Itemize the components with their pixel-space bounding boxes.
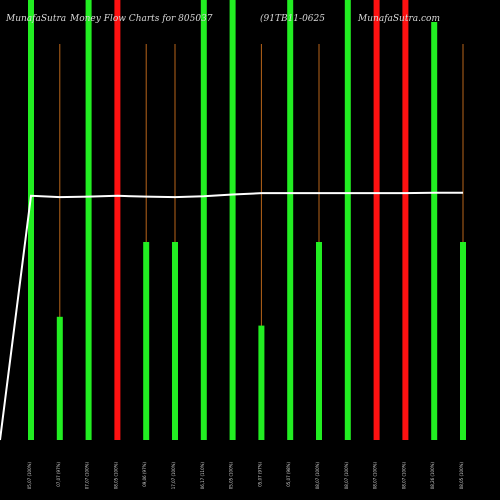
- line-layer: [0, 191, 463, 441]
- wick-layer: [30, 44, 464, 440]
- bar-4: [114, 0, 121, 440]
- bar-14: [402, 0, 409, 440]
- x-tick-label: 05,07 (100%): [27, 462, 32, 490]
- x-tick-label: 08,07 (100%): [344, 462, 349, 490]
- bar-3: [85, 0, 92, 440]
- x-tick-label: 05,07 (97%): [257, 462, 262, 487]
- bar-5: [143, 242, 150, 440]
- symbol-label: (91TB11-0625: [260, 14, 325, 24]
- x-tick-label: 09,06 (97%): [142, 462, 147, 487]
- bar-15: [431, 22, 438, 440]
- bar-8: [229, 0, 236, 440]
- x-tick-label: 08,07 (100%): [315, 462, 320, 490]
- x-tick-label: 08,07 (100%): [401, 462, 406, 490]
- bar-13: [373, 0, 380, 440]
- bar-12: [344, 0, 351, 440]
- x-tick-label: 07,07 (100%): [85, 462, 90, 490]
- x-tick-labels: 05,07 (100%) 07,07 (97%) 07,07 (100%) 08,05…: [27, 462, 464, 490]
- bar-9: [258, 325, 265, 440]
- x-tick-label: 17,07 (100%): [171, 462, 176, 490]
- brand-label: MunafaSutra: [6, 14, 67, 24]
- bar-16: [460, 242, 466, 440]
- x-tick-label: 07,07 (97%): [56, 462, 61, 487]
- bar-2: [56, 316, 63, 440]
- site-label: MunafaSutra.com: [358, 14, 440, 24]
- bar-1: [28, 0, 34, 440]
- x-tick-label: 05,07 (98%): [286, 462, 291, 487]
- x-tick-label: 08,05 (100%): [459, 462, 464, 490]
- bar-6: [172, 242, 178, 440]
- money-flow-line: [0, 191, 463, 441]
- chart-title: Money Flow Charts for 805037: [70, 14, 213, 24]
- x-tick-label: 06,17 (110%): [200, 462, 205, 490]
- bar-7: [200, 0, 207, 440]
- bar-layer: [28, 0, 466, 440]
- x-tick-label: 08,26 (100%): [430, 462, 435, 490]
- x-tick-label: 08,05 (100%): [113, 462, 118, 490]
- bar-10: [287, 0, 294, 440]
- x-tick-label: 05,05 (100%): [229, 462, 234, 490]
- bar-11: [316, 242, 322, 440]
- x-tick-label: 08,07 (100%): [373, 462, 378, 490]
